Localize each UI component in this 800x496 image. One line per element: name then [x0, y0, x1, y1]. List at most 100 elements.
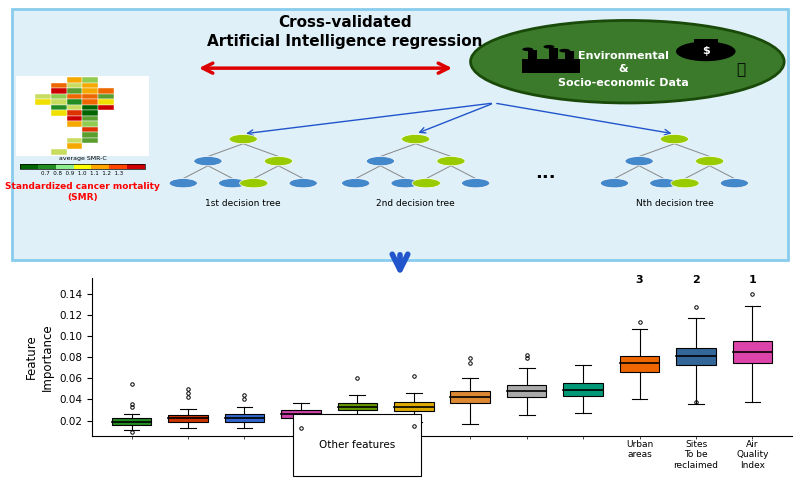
Bar — [112, 419, 151, 425]
Circle shape — [600, 179, 629, 188]
Bar — [51, 105, 67, 110]
Text: Cross-validated
Artificial Intelligence regression: Cross-validated Artificial Intelligence … — [207, 15, 483, 49]
Bar — [82, 88, 98, 94]
Circle shape — [720, 179, 749, 188]
Circle shape — [437, 157, 465, 166]
Bar — [67, 83, 82, 88]
Text: Sites
To be
reclaimed: Sites To be reclaimed — [674, 440, 718, 470]
Bar — [51, 110, 67, 116]
Bar — [82, 94, 98, 99]
Bar — [20, 164, 38, 169]
Bar — [281, 410, 321, 419]
Circle shape — [194, 157, 222, 166]
Bar — [82, 99, 98, 105]
Circle shape — [402, 134, 430, 144]
Circle shape — [522, 48, 534, 51]
Circle shape — [366, 157, 394, 166]
Circle shape — [412, 179, 440, 188]
Circle shape — [462, 179, 490, 188]
Text: 0.7  0.8  0.9  1.0  1.1  1.2  1.3: 0.7 0.8 0.9 1.0 1.1 1.2 1.3 — [42, 171, 124, 176]
Y-axis label: Feature
Importance: Feature Importance — [25, 323, 54, 391]
Bar — [67, 143, 82, 149]
Bar — [91, 164, 110, 169]
Bar — [394, 402, 434, 411]
Text: 2: 2 — [692, 275, 700, 285]
Bar — [51, 149, 67, 155]
Bar — [51, 94, 67, 99]
Circle shape — [264, 157, 293, 166]
Bar — [450, 391, 490, 403]
Text: 🌿: 🌿 — [737, 62, 746, 77]
Circle shape — [650, 179, 678, 188]
Bar — [98, 88, 114, 94]
Bar — [20, 164, 146, 169]
Bar — [38, 164, 56, 169]
Circle shape — [625, 157, 654, 166]
Bar — [74, 164, 91, 169]
Bar — [82, 116, 98, 122]
Circle shape — [676, 42, 735, 61]
Bar — [98, 105, 114, 110]
Text: average SMR-C: average SMR-C — [58, 156, 106, 161]
Circle shape — [671, 179, 699, 188]
Bar — [82, 83, 98, 88]
Text: ...: ... — [534, 164, 555, 182]
Ellipse shape — [470, 20, 784, 103]
Circle shape — [543, 45, 554, 49]
Bar — [35, 99, 51, 105]
Text: Environmental
&
Socio-economic Data: Environmental & Socio-economic Data — [558, 51, 689, 88]
Text: 1st decision tree: 1st decision tree — [206, 199, 281, 208]
Bar — [98, 94, 114, 99]
Bar — [67, 116, 82, 122]
Text: 3: 3 — [636, 275, 643, 285]
Text: Other features: Other features — [319, 440, 395, 450]
Bar — [82, 127, 98, 132]
Bar — [98, 99, 114, 105]
Circle shape — [391, 179, 419, 188]
Bar — [82, 105, 98, 110]
Bar — [522, 59, 580, 73]
Circle shape — [695, 157, 724, 166]
Bar — [565, 52, 574, 59]
Bar — [67, 77, 82, 83]
Bar — [56, 164, 74, 169]
Bar — [67, 99, 82, 105]
Bar — [67, 110, 82, 116]
Circle shape — [289, 179, 318, 188]
Text: $: $ — [702, 47, 710, 57]
Bar — [507, 384, 546, 397]
Bar — [338, 403, 377, 410]
Bar — [733, 341, 772, 364]
Circle shape — [218, 179, 246, 188]
Circle shape — [342, 179, 370, 188]
Text: Nth decision tree: Nth decision tree — [635, 199, 714, 208]
Text: 1: 1 — [749, 275, 756, 285]
Circle shape — [229, 134, 258, 144]
Bar — [82, 77, 98, 83]
Bar — [51, 88, 67, 94]
Text: 2nd decision tree: 2nd decision tree — [376, 199, 455, 208]
Bar — [82, 132, 98, 138]
Bar — [694, 39, 718, 45]
Bar — [563, 382, 603, 396]
Text: Standardized cancer mortality
(SMR): Standardized cancer mortality (SMR) — [5, 182, 160, 202]
Bar — [82, 138, 98, 143]
Bar — [168, 415, 208, 422]
Bar — [67, 88, 82, 94]
Bar — [620, 356, 659, 372]
Bar — [676, 348, 716, 365]
Bar — [35, 94, 51, 99]
Bar — [127, 164, 146, 169]
Bar — [82, 122, 98, 127]
Bar — [67, 122, 82, 127]
Bar — [528, 50, 538, 59]
FancyBboxPatch shape — [12, 9, 788, 260]
Circle shape — [240, 179, 268, 188]
Text: Air
Quality
Index: Air Quality Index — [736, 440, 769, 470]
Circle shape — [559, 49, 570, 53]
Bar — [16, 76, 149, 156]
Bar — [549, 48, 558, 59]
Bar — [51, 83, 67, 88]
Circle shape — [660, 134, 689, 144]
Circle shape — [169, 179, 198, 188]
